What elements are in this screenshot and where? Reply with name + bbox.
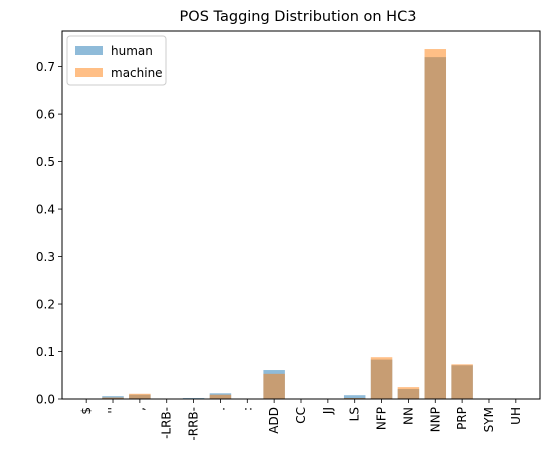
- bar-machine-12: [397, 387, 420, 399]
- y-tick-label: 0.0: [36, 393, 55, 407]
- x-tick-label: :: [240, 407, 254, 411]
- legend: human machine: [66, 35, 167, 86]
- x-tick-label: LS: [348, 407, 362, 421]
- x-tick-label: UH: [509, 407, 523, 425]
- x-tick-label: CC: [294, 407, 308, 424]
- x-tick-label: '': [106, 407, 120, 414]
- bars: [75, 49, 527, 400]
- bar-machine-7: [263, 373, 285, 399]
- legend-swatch-human: [75, 46, 103, 55]
- x-tick-label: NNP: [428, 407, 442, 432]
- x-tick-label: NN: [401, 407, 415, 425]
- y-tick-label: 0.2: [36, 298, 55, 312]
- legend-label-human: human: [111, 44, 153, 58]
- x-tick-label: -LRB-: [160, 407, 174, 439]
- bar-machine-14: [451, 364, 473, 399]
- y-tick-label: 0.6: [36, 108, 55, 122]
- bar-machine-1: [102, 397, 124, 399]
- bar-machine-11: [370, 357, 393, 399]
- bar-machine-5: [209, 394, 232, 399]
- x-tick-label: PRP: [455, 407, 469, 430]
- plot-frame: [61, 30, 541, 400]
- y-tick-label: 0.4: [36, 203, 55, 217]
- x-tick-label: ,: [133, 407, 147, 411]
- x-tick-label: $: [79, 407, 93, 415]
- y-tick-label: 0.1: [36, 345, 55, 359]
- y-tick-label: 0.3: [36, 250, 55, 264]
- bar-human-10: [343, 395, 366, 399]
- bar-machine-2: [129, 393, 151, 399]
- x-axis-ticks: $ '', -LRB- -RRB-.: ADD CC JJ LS NFP NN NNP PRP SYM U…: [79, 399, 523, 441]
- y-axis-ticks: 0.0 0.1 0.2 0.3 0.4 0.5 0.6 0.7: [36, 60, 62, 407]
- chart-title: POS Tagging Distribution on HC3: [180, 9, 417, 25]
- x-tick-label: .: [213, 407, 227, 411]
- bar-machine-13: [424, 49, 447, 399]
- legend-swatch-machine: [75, 68, 103, 77]
- x-tick-label: ADD: [267, 407, 281, 434]
- x-tick-label: -RRB-: [187, 407, 201, 441]
- x-tick-label: SYM: [482, 407, 496, 432]
- y-tick-label: 0.7: [36, 60, 55, 74]
- legend-label-machine: machine: [111, 66, 163, 80]
- x-tick-label: JJ: [321, 407, 335, 415]
- x-tick-label: NFP: [375, 407, 389, 430]
- y-tick-label: 0.5: [36, 155, 55, 169]
